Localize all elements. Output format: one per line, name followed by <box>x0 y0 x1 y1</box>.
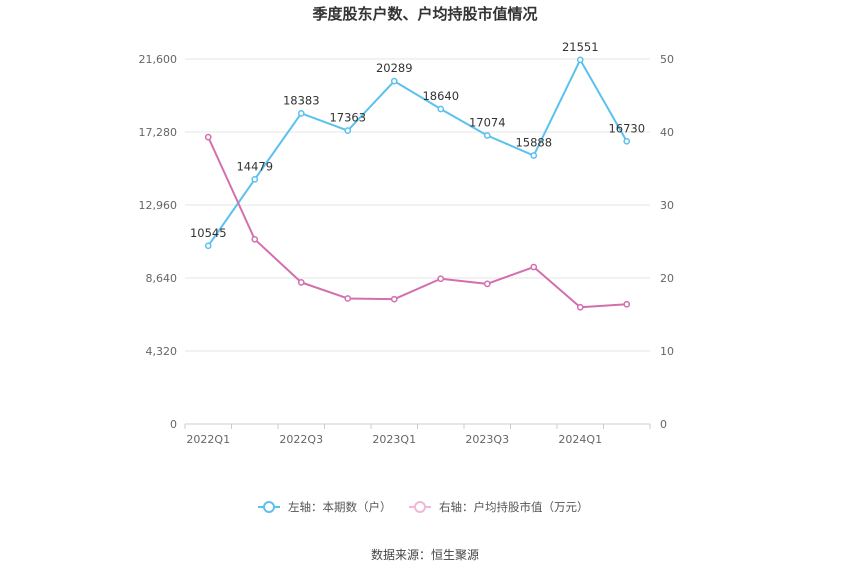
right-tick-label: 40 <box>660 126 674 139</box>
data-label: 17074 <box>469 115 506 129</box>
data-point[interactable] <box>437 105 445 113</box>
data-point[interactable] <box>530 263 538 271</box>
right-tick-label: 30 <box>660 199 674 212</box>
source-note: 数据来源：恒生聚源 <box>371 547 479 562</box>
data-point[interactable] <box>437 275 445 283</box>
grid <box>185 58 650 425</box>
series-layer <box>204 56 631 311</box>
x-tick-label: 2022Q3 <box>279 433 323 446</box>
data-point[interactable] <box>390 77 398 85</box>
legend-marker-households <box>263 501 275 513</box>
data-label: 17363 <box>329 111 366 125</box>
legend-marker-avg-value <box>414 501 426 513</box>
data-label: 21551 <box>562 40 599 54</box>
left-tick-label: 0 <box>170 418 177 431</box>
left-tick-label: 17,280 <box>139 126 178 139</box>
data-point[interactable] <box>344 127 352 134</box>
data-label: 15888 <box>515 136 552 150</box>
data-point[interactable] <box>483 280 491 288</box>
left-axis: 0 4,320 8,640 12,960 17,280 21,600 <box>139 53 178 431</box>
left-tick-label: 21,600 <box>139 53 178 66</box>
data-point[interactable] <box>576 56 584 64</box>
data-point[interactable] <box>251 175 259 183</box>
data-point[interactable] <box>204 242 212 250</box>
right-tick-label: 50 <box>660 53 674 66</box>
right-tick-label: 20 <box>660 272 674 285</box>
legend: 左轴：本期数（户） 右轴：户均持股市值（万元） <box>258 500 589 514</box>
right-axis: 0 10 20 30 40 50 <box>660 53 674 431</box>
left-tick-label: 8,640 <box>146 272 178 285</box>
data-point[interactable] <box>297 110 305 117</box>
x-tick-label: 2023Q1 <box>372 433 416 446</box>
data-point[interactable] <box>344 295 352 302</box>
data-labels: 10545 14479 18383 17363 20289 18640 17074 15888… <box>190 40 645 240</box>
data-point[interactable] <box>251 235 259 243</box>
data-point[interactable] <box>483 132 491 139</box>
legend-item-households[interactable]: 左轴：本期数（户） <box>258 500 392 514</box>
data-label: 20289 <box>376 61 413 75</box>
data-point[interactable] <box>576 303 584 311</box>
data-point[interactable] <box>204 133 212 141</box>
data-point[interactable] <box>530 152 538 159</box>
x-tick-label: 2024Q1 <box>558 433 602 446</box>
chart-title: 季度股东户数、户均持股市值情况 <box>312 5 537 23</box>
data-point[interactable] <box>623 137 631 145</box>
data-label: 16730 <box>608 121 645 135</box>
data-label: 14479 <box>236 159 273 173</box>
series-line-0 <box>207 58 628 247</box>
left-tick-label: 12,960 <box>139 199 178 212</box>
legend-item-avg-value[interactable]: 右轴：户均持股市值（万元） <box>409 500 589 514</box>
data-point[interactable] <box>390 295 398 303</box>
series-line-1 <box>207 136 627 309</box>
data-label: 18640 <box>422 89 459 103</box>
data-label: 10545 <box>190 226 227 240</box>
legend-label-avg-value: 右轴：户均持股市值（万元） <box>439 500 589 514</box>
data-point[interactable] <box>297 279 305 286</box>
right-tick-label: 0 <box>660 418 667 431</box>
x-axis: 2022Q1 2022Q3 2023Q1 2023Q3 2024Q1 <box>184 424 651 446</box>
data-label: 18383 <box>283 93 320 107</box>
x-tick-label: 2023Q3 <box>465 433 509 446</box>
legend-label-households: 左轴：本期数（户） <box>288 500 392 514</box>
right-tick-label: 10 <box>660 345 674 358</box>
data-point[interactable] <box>623 300 631 308</box>
left-tick-label: 4,320 <box>146 345 178 358</box>
x-tick-label: 2022Q1 <box>186 433 230 446</box>
